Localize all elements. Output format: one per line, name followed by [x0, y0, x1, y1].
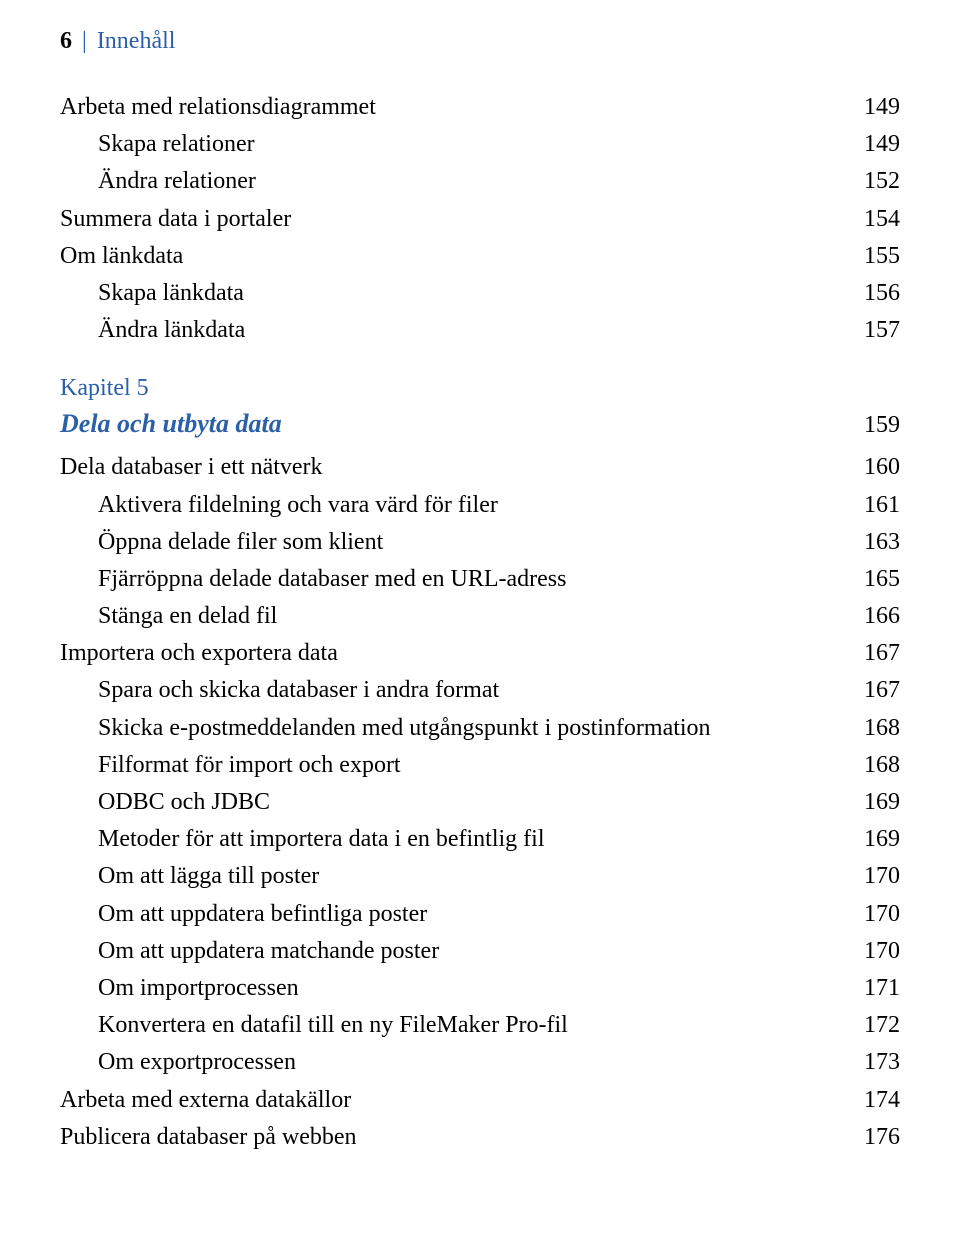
toc-entry-page: 176	[844, 1119, 900, 1156]
toc-entry-page: 167	[844, 635, 900, 672]
toc-entry-page: 172	[844, 1007, 900, 1044]
page-header: 6 | Innehåll	[60, 28, 900, 55]
toc-entry-page: 171	[844, 970, 900, 1007]
toc-entry-label: Om exportprocessen	[60, 1044, 844, 1081]
toc-entry-page: 155	[844, 238, 900, 275]
toc-entry: Dela databaser i ett nätverk160	[60, 449, 900, 486]
toc-entry-page: 174	[844, 1082, 900, 1119]
toc-entry: Om att lägga till poster170	[60, 858, 900, 895]
toc-entry-page: 173	[844, 1044, 900, 1081]
toc-entry-label: Konvertera en datafil till en ny FileMak…	[60, 1007, 844, 1044]
toc-entry: Importera och exportera data167	[60, 635, 900, 672]
toc-entry: Konvertera en datafil till en ny FileMak…	[60, 1007, 900, 1044]
toc-entry-label: Arbeta med relationsdiagrammet	[60, 89, 844, 126]
toc-entry: Filformat för import och export168	[60, 747, 900, 784]
toc-entry-label: Om länkdata	[60, 238, 844, 275]
toc-entry-label: Publicera databaser på webben	[60, 1119, 844, 1156]
toc-entry: Skapa relationer149	[60, 126, 900, 163]
header-separator: |	[82, 28, 87, 55]
toc-entry-page: 165	[844, 561, 900, 598]
toc-entry: Om att uppdatera befintliga poster170	[60, 896, 900, 933]
toc-entry-label: Skapa relationer	[60, 126, 844, 163]
toc-entry: Summera data i portaler154	[60, 201, 900, 238]
toc-entry-label: Importera och exportera data	[60, 635, 844, 672]
toc-entry: ODBC och JDBC169	[60, 784, 900, 821]
toc-entry-page: 167	[844, 672, 900, 709]
toc-entry: Arbeta med relationsdiagrammet149	[60, 89, 900, 126]
toc-entry-label: Fjärröppna delade databaser med en URL-a…	[60, 561, 844, 598]
toc-entry-page: 156	[844, 275, 900, 312]
toc-entry-page: 161	[844, 487, 900, 524]
toc-entry-page: 166	[844, 598, 900, 635]
toc-entry-label: Summera data i portaler	[60, 201, 844, 238]
table-of-contents: Arbeta med relationsdiagrammet149Skapa r…	[60, 89, 900, 1156]
toc-entry: Publicera databaser på webben176	[60, 1119, 900, 1156]
toc-entry-label: Skapa länkdata	[60, 275, 844, 312]
header-title: Innehåll	[97, 28, 176, 55]
toc-entry-label: Dela databaser i ett nätverk	[60, 449, 844, 486]
toc-entry-label: Aktivera fildelning och vara värd för fi…	[60, 487, 844, 524]
toc-entry-label: Om att uppdatera matchande poster	[60, 933, 844, 970]
toc-entry-page: 152	[844, 163, 900, 200]
toc-entry: Om länkdata155	[60, 238, 900, 275]
chapter-label: Kapitel 5	[60, 375, 900, 402]
toc-entry-label: Ändra relationer	[60, 163, 844, 200]
toc-entry-page: 169	[844, 821, 900, 858]
chapter-title: Dela och utbyta data	[60, 404, 282, 443]
toc-entry: Stänga en delad fil166	[60, 598, 900, 635]
toc-entry-page: 169	[844, 784, 900, 821]
toc-entry-label: Spara och skicka databaser i andra forma…	[60, 672, 844, 709]
toc-entry: Aktivera fildelning och vara värd för fi…	[60, 487, 900, 524]
toc-entry: Skapa länkdata156	[60, 275, 900, 312]
toc-entry-label: ODBC och JDBC	[60, 784, 844, 821]
toc-entry-label: Filformat för import och export	[60, 747, 844, 784]
toc-entry: Arbeta med externa datakällor174	[60, 1082, 900, 1119]
toc-entry: Ändra länkdata157	[60, 312, 900, 349]
toc-entry: Skicka e-postmeddelanden med utgångspunk…	[60, 710, 900, 747]
toc-entry-label: Öppna delade filer som klient	[60, 524, 844, 561]
toc-entry-page: 168	[844, 710, 900, 747]
toc-entry-page: 170	[844, 858, 900, 895]
page-number: 6	[60, 28, 72, 55]
toc-entry: Öppna delade filer som klient163	[60, 524, 900, 561]
toc-entry-page: 149	[844, 126, 900, 163]
toc-entry-page: 170	[844, 896, 900, 933]
toc-entry: Metoder för att importera data i en befi…	[60, 821, 900, 858]
toc-entry-page: 168	[844, 747, 900, 784]
chapter-page-number: 159	[864, 407, 900, 443]
toc-entry-label: Metoder för att importera data i en befi…	[60, 821, 844, 858]
toc-entry-label: Ändra länkdata	[60, 312, 844, 349]
toc-entry-page: 163	[844, 524, 900, 561]
toc-entry-label: Om importprocessen	[60, 970, 844, 1007]
toc-entry-label: Om att lägga till poster	[60, 858, 844, 895]
toc-entry-label: Skicka e-postmeddelanden med utgångspunk…	[60, 710, 844, 747]
toc-entry-page: 170	[844, 933, 900, 970]
chapter-title-row: Dela och utbyta data 159	[60, 404, 900, 443]
toc-entry-label: Arbeta med externa datakällor	[60, 1082, 844, 1119]
toc-entry-label: Om att uppdatera befintliga poster	[60, 896, 844, 933]
toc-entry-label: Stänga en delad fil	[60, 598, 844, 635]
toc-entry: Om att uppdatera matchande poster170	[60, 933, 900, 970]
toc-entry-page: 157	[844, 312, 900, 349]
toc-entry: Om exportprocessen173	[60, 1044, 900, 1081]
toc-entry: Fjärröppna delade databaser med en URL-a…	[60, 561, 900, 598]
toc-entry-page: 154	[844, 201, 900, 238]
toc-entry-page: 149	[844, 89, 900, 126]
toc-entry: Om importprocessen171	[60, 970, 900, 1007]
toc-entry-page: 160	[844, 449, 900, 486]
toc-entry: Spara och skicka databaser i andra forma…	[60, 672, 900, 709]
toc-entry: Ändra relationer152	[60, 163, 900, 200]
